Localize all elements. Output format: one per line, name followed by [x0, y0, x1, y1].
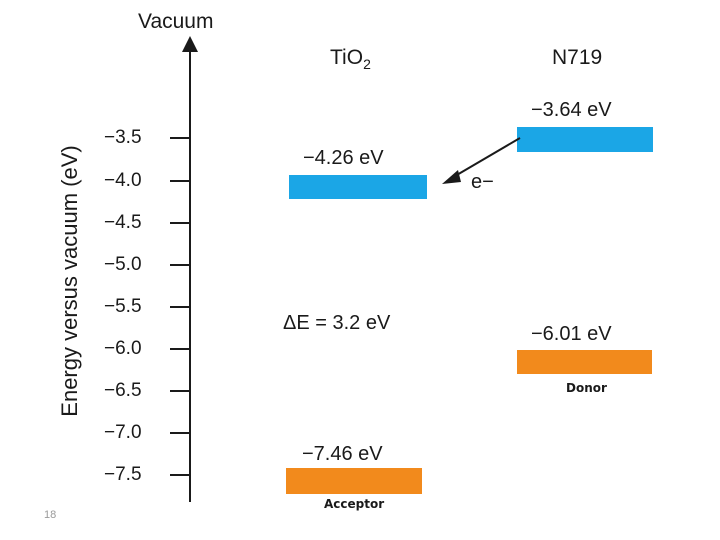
tick-mark: [170, 180, 189, 182]
tio2-valence-band-bar: [286, 468, 422, 494]
tick-mark: [170, 264, 189, 266]
tick-label: −3.5: [104, 127, 142, 148]
tick-label: −4.0: [104, 170, 142, 191]
tick-mark: [170, 222, 189, 224]
n719-column-heading: N719: [552, 46, 603, 69]
tio2-vb-label: −7.46 eV: [302, 443, 383, 465]
tio2-conduction-band-bar: [289, 175, 427, 199]
n719-lumo-label: −3.64 eV: [531, 99, 612, 121]
donor-label: Donor: [566, 381, 607, 395]
page-number: 18: [44, 509, 57, 521]
energy-gap-label: ΔE = 3.2 eV: [283, 312, 391, 334]
y-axis-label: Energy versus vacuum (eV): [57, 145, 82, 417]
tick-mark: [170, 348, 189, 350]
tick-label: −7.5: [104, 464, 142, 485]
n719-homo-bar: [517, 350, 652, 374]
electron-label: e−: [471, 171, 494, 193]
tio2-column-heading: TiO2: [330, 46, 371, 73]
tick-label: −4.5: [104, 212, 142, 233]
tick-label: −5.5: [104, 296, 142, 317]
tick-label: −6.0: [104, 338, 142, 359]
tick-label: −5.0: [104, 254, 142, 275]
tick-mark: [170, 432, 189, 434]
energy-axis-line: [189, 44, 191, 502]
tio2-cb-label: −4.26 eV: [303, 147, 384, 169]
tick-label: −7.0: [104, 422, 142, 443]
tick-mark: [170, 390, 189, 392]
electron-transfer-arrow-icon: [442, 137, 521, 184]
n719-homo-label: −6.01 eV: [531, 323, 612, 345]
vacuum-label: Vacuum: [138, 10, 214, 33]
tick-label: −6.5: [104, 380, 142, 401]
n719-lumo-bar: [517, 127, 653, 152]
tick-mark: [170, 137, 189, 139]
tick-mark: [170, 474, 189, 476]
axis-arrow-up-icon: [182, 36, 198, 52]
tick-mark: [170, 306, 189, 308]
acceptor-label: Acceptor: [324, 497, 385, 511]
